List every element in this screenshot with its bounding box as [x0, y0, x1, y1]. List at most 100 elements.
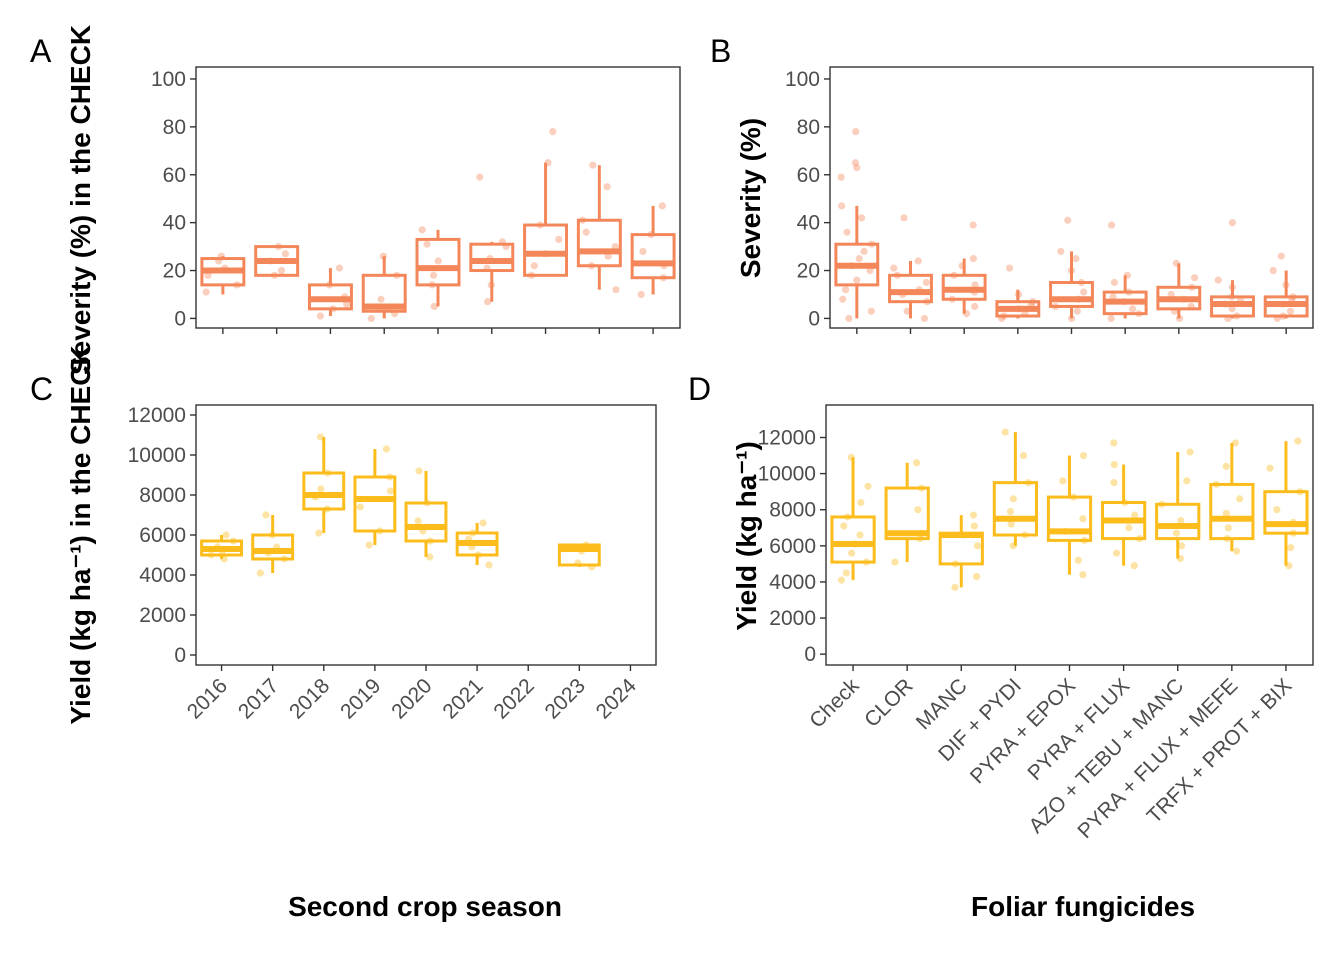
- y-tick-label: 40: [163, 212, 186, 235]
- data-point: [1107, 314, 1115, 323]
- data-point: [840, 522, 848, 530]
- y-tick-label: 20: [797, 260, 820, 283]
- y-tick-label: 12000: [758, 427, 816, 450]
- data-point: [857, 214, 866, 222]
- data-point: [842, 286, 850, 294]
- data-point: [914, 257, 922, 265]
- data-point: [1057, 247, 1065, 255]
- data-point: [969, 254, 977, 263]
- data-point: [851, 159, 859, 167]
- x-tick-label: 2021: [438, 674, 487, 723]
- data-point: [857, 498, 865, 507]
- data-point: [589, 161, 597, 169]
- panel-b-y-title: Severity (%): [735, 118, 766, 278]
- data-point: [1074, 556, 1082, 564]
- data-point: [365, 541, 373, 549]
- panel-c-y-title: Yield (kg ha⁻¹) in the CHECK: [65, 345, 96, 724]
- data-point: [1222, 462, 1230, 470]
- y-tick-label: 0: [804, 643, 816, 666]
- data-point: [843, 228, 851, 236]
- data-point: [1080, 288, 1088, 296]
- y-tick-label: 60: [163, 164, 186, 187]
- y-tick-label: 6000: [769, 535, 816, 558]
- data-point: [842, 569, 850, 577]
- box-clor: [888, 273, 933, 304]
- y-tick-label: 2000: [769, 607, 816, 630]
- data-point: [922, 278, 930, 287]
- y-tick-label: 4000: [769, 571, 816, 594]
- data-point: [1222, 509, 1230, 517]
- data-point: [1072, 254, 1080, 263]
- x-tick-label: 2018: [285, 674, 334, 723]
- box-2023: [557, 543, 601, 567]
- box-clor: [884, 486, 930, 541]
- data-point: [1006, 507, 1015, 516]
- y-tick-label: 0: [808, 307, 820, 330]
- data-point: [1009, 495, 1017, 503]
- data-point: [837, 576, 846, 584]
- y-tick-label: 0: [174, 307, 186, 330]
- data-point: [1183, 477, 1191, 485]
- y-tick-label: 4000: [139, 564, 186, 587]
- panel-d: D Yield (kg ha⁻¹) 0 2000 4000 6000 8000 10000…: [688, 371, 1314, 843]
- data-point: [317, 485, 325, 493]
- y-tick-label: 6000: [139, 524, 186, 547]
- data-point: [853, 276, 861, 284]
- data-point: [855, 254, 863, 263]
- plot-frame: [829, 66, 1314, 329]
- data-point: [430, 302, 438, 311]
- data-point: [1130, 562, 1138, 570]
- data-point: [1177, 542, 1186, 550]
- box-2024: [630, 233, 676, 280]
- x-tick-label: CLOR: [860, 674, 918, 732]
- panel-a-plot: 0 20 40 60 80 100: [151, 66, 681, 334]
- y-tick-label: 100: [785, 68, 820, 91]
- data-point: [1079, 571, 1087, 579]
- data-point: [951, 583, 959, 591]
- data-point: [1128, 305, 1137, 313]
- x-tick-label: 2019: [336, 674, 385, 723]
- data-point: [612, 286, 620, 294]
- data-point: [658, 202, 666, 210]
- data-point: [972, 572, 981, 581]
- panel-a-label: A: [30, 33, 52, 69]
- box-pyra-flux-mefe: [1209, 482, 1255, 541]
- y-tick-label: 8000: [139, 484, 186, 507]
- y-tick-label: 10000: [128, 444, 186, 467]
- data-point: [856, 531, 864, 539]
- y-tick-label: 80: [797, 116, 820, 139]
- x-tick-label: 2022: [489, 674, 538, 723]
- data-point: [1294, 437, 1302, 445]
- data-point: [1107, 221, 1116, 229]
- panel-d-plot: 020004000600080001000012000CheckCLORMANC…: [758, 404, 1314, 843]
- data-point: [1019, 451, 1028, 460]
- box-check: [830, 515, 876, 564]
- data-point: [426, 553, 434, 561]
- x-tick-label: 2017: [234, 674, 283, 723]
- data-point: [262, 511, 270, 519]
- x-tick-label: 2020: [387, 674, 436, 723]
- data-point: [1266, 464, 1274, 472]
- box-2018: [302, 471, 346, 511]
- data-point: [222, 531, 230, 539]
- data-point: [839, 295, 847, 303]
- panel-a-y-title: Severity (%) in the CHECK: [65, 25, 96, 375]
- data-point: [530, 262, 538, 270]
- data-point: [415, 467, 423, 475]
- y-tick-label: 2000: [139, 604, 186, 627]
- data-point: [1231, 439, 1240, 447]
- data-point: [335, 264, 344, 272]
- data-point: [1110, 479, 1118, 487]
- box-pyra-epox: [1046, 495, 1093, 542]
- data-point: [555, 235, 563, 244]
- data-point: [920, 314, 929, 323]
- data-point: [852, 128, 860, 136]
- panel-b: B Severity (%) 0 20 40 60 80 100: [710, 33, 1314, 334]
- data-point: [1007, 520, 1015, 528]
- data-point: [1273, 506, 1281, 514]
- data-point: [864, 482, 872, 490]
- data-point: [256, 569, 264, 577]
- data-point: [891, 558, 899, 566]
- box-2022: [523, 223, 569, 277]
